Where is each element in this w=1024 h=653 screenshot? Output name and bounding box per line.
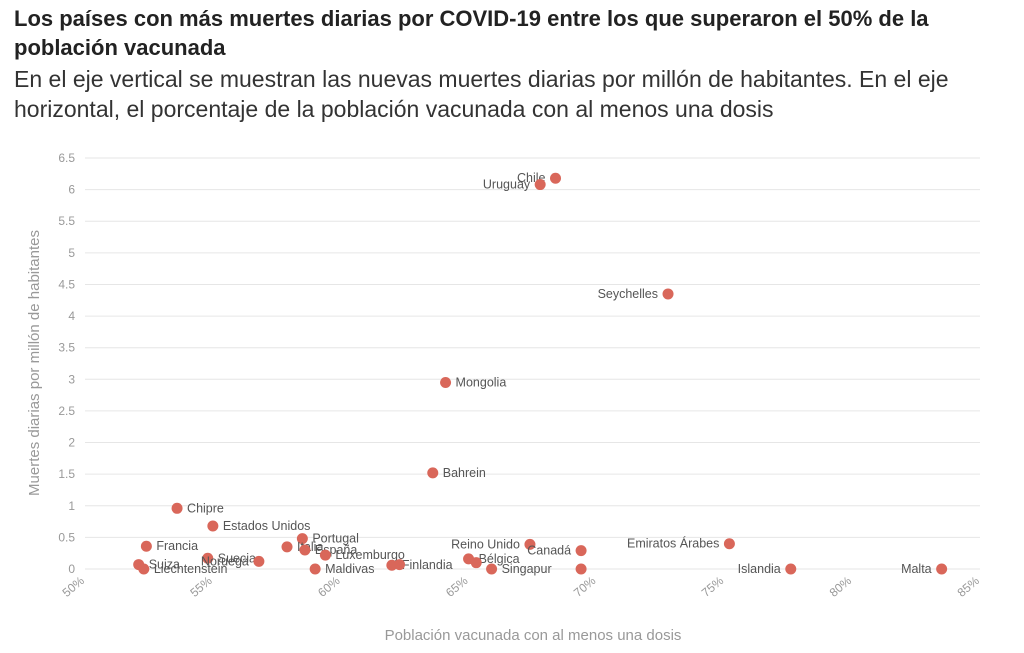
data-point[interactable] [207, 520, 219, 532]
data-point[interactable] [470, 557, 482, 569]
y-axis-label: Muertes diarias por millón de habitantes [26, 230, 43, 496]
y-axis-ticks: 0 0.5 1 1.5 2 2.5 3 3.5 4 4.5 5 5.5 6 6.5 [58, 151, 75, 576]
x-tick-label: 55% [187, 573, 215, 599]
data-point[interactable] [253, 555, 265, 567]
data-point[interactable] [440, 376, 452, 388]
data-point[interactable] [281, 541, 293, 553]
data-point[interactable] [299, 544, 311, 556]
data-point[interactable] [138, 563, 150, 575]
y-tick-label: 3 [68, 372, 75, 386]
point-label: Luxemburgo [335, 548, 405, 562]
data-point[interactable] [524, 538, 536, 550]
chart-subtitle: En el eje vertical se muestran las nueva… [14, 66, 949, 122]
data-point[interactable] [319, 549, 331, 561]
data-point[interactable] [785, 563, 797, 575]
point-label: Islandia [738, 562, 781, 576]
data-point[interactable] [309, 563, 321, 575]
point-label: Bahrein [443, 466, 486, 480]
point-label: Reino Unido [451, 537, 520, 551]
x-tick-label: 65% [443, 573, 471, 599]
data-point[interactable] [723, 538, 735, 550]
data-point[interactable] [575, 563, 587, 575]
point-label: Uruguay [483, 178, 531, 192]
data-point[interactable] [534, 179, 546, 191]
grid-lines [85, 157, 980, 570]
y-tick-label: 5 [68, 246, 75, 260]
data-point[interactable] [296, 533, 308, 545]
y-tick-label: 6 [68, 183, 75, 197]
point-label: Emiratos Árabes [627, 536, 719, 551]
point-label: Mongolia [456, 375, 507, 389]
point-label: Bélgica [479, 552, 520, 566]
data-point[interactable] [575, 545, 587, 557]
data-point[interactable] [171, 502, 183, 514]
x-axis-label: Población vacunada con al menos una dosi… [385, 627, 682, 644]
point-label: Seychelles [598, 287, 658, 301]
y-tick-label: 0.5 [58, 530, 75, 544]
y-tick-label: 4.5 [58, 277, 75, 291]
data-point[interactable] [427, 467, 439, 479]
x-tick-label: 70% [571, 573, 599, 599]
point-label: Maldivas [325, 562, 374, 576]
point-label: Noruega [201, 554, 249, 568]
x-tick-label: 80% [827, 573, 855, 599]
chart-title: Los países con más muertes diarias por C… [14, 6, 929, 60]
data-point[interactable] [140, 540, 152, 552]
y-tick-label: 2.5 [58, 404, 75, 418]
x-tick-label: 60% [315, 573, 343, 599]
data-point[interactable] [202, 552, 214, 564]
data-point[interactable] [550, 172, 562, 184]
data-point[interactable] [936, 563, 948, 575]
y-tick-label: 6.5 [58, 151, 75, 165]
x-tick-label: 50% [60, 573, 88, 599]
point-label: Suecia [218, 551, 256, 565]
y-tick-label: 2 [68, 436, 75, 450]
point-label: Singapur [502, 562, 552, 576]
point-label: Suiza [149, 558, 180, 572]
data-points: ChileUruguaySeychellesMongoliaBahreinChi… [133, 171, 948, 576]
y-tick-label: 1.5 [58, 467, 75, 481]
x-tick-label: 75% [699, 573, 727, 599]
point-label: Francia [156, 539, 198, 553]
y-tick-label: 3.5 [58, 341, 75, 355]
x-tick-label: 85% [955, 573, 983, 599]
data-point[interactable] [662, 288, 674, 300]
x-axis-ticks: 50% 55% 60% 65% 70% 75% 80% 85% [60, 573, 983, 599]
y-tick-label: 0 [68, 562, 75, 576]
data-point[interactable] [486, 563, 498, 575]
point-label: Canadá [527, 544, 571, 558]
point-label: Liechtenstein [154, 562, 228, 576]
y-tick-label: 4 [68, 309, 75, 323]
point-label: Portugal [312, 532, 359, 546]
point-label: Estados Unidos [223, 519, 311, 533]
point-label: Finlandia [402, 558, 453, 572]
point-label: Malta [901, 562, 932, 576]
y-tick-label: 5.5 [58, 214, 75, 228]
point-label: Chipre [187, 501, 224, 515]
y-tick-label: 1 [68, 499, 75, 513]
data-point[interactable] [394, 559, 406, 571]
